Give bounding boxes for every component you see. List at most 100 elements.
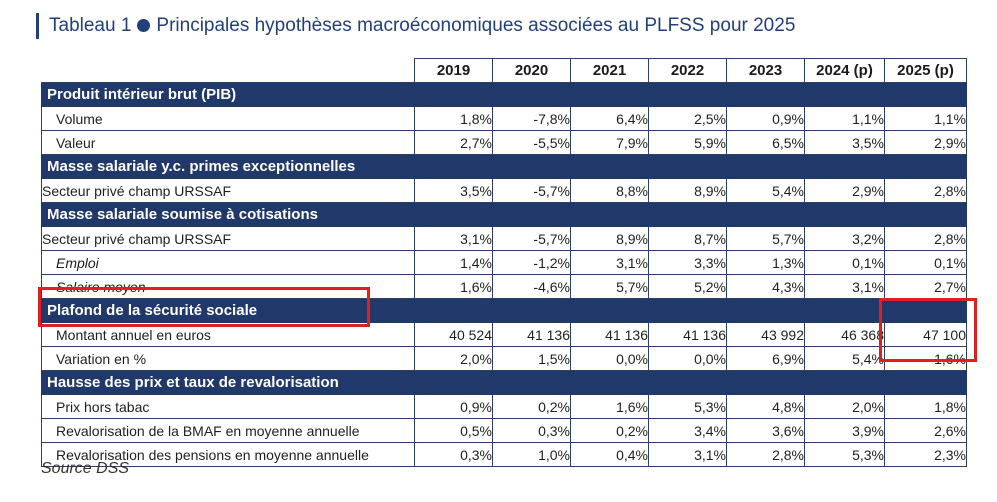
title-text: Tableau 1 Principales hypothèses macroéco…	[49, 15, 795, 37]
value-cell: 3,9%	[804, 418, 885, 443]
source-note: Source DSS	[41, 460, 130, 477]
value-cell: 6,9%	[726, 346, 805, 371]
value-cell: 5,7%	[726, 226, 805, 251]
title-main: Principales hypothèses macroéconomiques …	[156, 15, 796, 36]
value-cell: 3,6%	[726, 418, 805, 443]
value-cell: 46 368	[804, 322, 885, 347]
table-body: Produit intérieur brut (PIB) Volume 1,8% -7…	[41, 82, 967, 467]
value-cell: 0,4%	[570, 442, 649, 467]
value-cell: 5,4%	[726, 178, 805, 203]
row-label: Prix hors tabac	[41, 394, 415, 419]
value-cell: 40 524	[414, 322, 493, 347]
value-cell: 2,8%	[884, 178, 967, 203]
title-accent-bar	[36, 13, 39, 39]
value-cell: 5,4%	[804, 346, 885, 371]
section-title: Masse salariale soumise à cotisations	[41, 202, 967, 227]
table-row: Volume 1,8% -7,8% 6,4% 2,5% 0,9% 1,1% 1,1%	[41, 106, 967, 131]
value-cell: 1,1%	[804, 106, 885, 131]
row-label: Secteur privé champ URSSAF	[41, 178, 415, 203]
value-cell: 6,4%	[570, 106, 649, 131]
value-cell: 3,1%	[648, 442, 727, 467]
value-cell: 1,1%	[884, 106, 967, 131]
value-cell: 0,2%	[570, 418, 649, 443]
value-cell: 7,9%	[570, 130, 649, 155]
value-cell: 1,8%	[414, 106, 493, 131]
value-cell: 1,8%	[884, 394, 967, 419]
table-row: Salaire moyen 1,6% -4,6% 5,7% 5,2% 4,3% 3,1% 2,…	[41, 274, 967, 299]
value-cell: 6,5%	[726, 130, 805, 155]
value-cell: 1,4%	[414, 250, 493, 275]
column-header: 2022	[648, 58, 727, 83]
value-cell: -5,7%	[492, 178, 571, 203]
value-cell: 2,7%	[414, 130, 493, 155]
value-cell: 0,1%	[804, 250, 885, 275]
column-header: 2024 (p)	[804, 58, 885, 83]
value-cell: 41 136	[492, 322, 571, 347]
value-cell: 5,2%	[648, 274, 727, 299]
value-cell: 5,3%	[648, 394, 727, 419]
table-row: Secteur privé champ URSSAF 3,5% -5,7% 8,8% 8…	[41, 178, 967, 203]
value-cell: 2,0%	[414, 346, 493, 371]
section-title: Masse salariale y.c. primes exceptionnel…	[41, 154, 967, 179]
value-cell: 1,6%	[414, 274, 493, 299]
column-header: 2025 (p)	[884, 58, 967, 83]
value-cell: 5,7%	[570, 274, 649, 299]
value-cell: 3,4%	[648, 418, 727, 443]
row-label: Salaire moyen	[41, 274, 415, 299]
value-cell: 0,0%	[570, 346, 649, 371]
header-row: 2019 2020 2021 2022 2023 2024 (p) 2025 (p)	[41, 58, 967, 83]
value-cell: 1,6%	[570, 394, 649, 419]
value-cell: -7,8%	[492, 106, 571, 131]
value-cell: 3,1%	[804, 274, 885, 299]
value-cell: 2,9%	[884, 130, 967, 155]
section-header-row: Plafond de la sécurité sociale	[41, 298, 967, 323]
value-cell: 3,3%	[648, 250, 727, 275]
value-cell: 2,7%	[884, 274, 967, 299]
value-cell: 3,1%	[570, 250, 649, 275]
value-cell: 1,0%	[492, 442, 571, 467]
value-cell: 1,3%	[726, 250, 805, 275]
hypotheses-table: 2019 2020 2021 2022 2023 2024 (p) 2025 (p) Pro…	[41, 58, 967, 467]
value-cell: 2,8%	[884, 226, 967, 251]
table-title: Tableau 1 Principales hypothèses macroéco…	[36, 12, 795, 40]
value-cell: 8,9%	[570, 226, 649, 251]
value-cell: 5,9%	[648, 130, 727, 155]
value-cell: 3,1%	[414, 226, 493, 251]
bullet-dot-icon	[137, 19, 151, 32]
table-row: Revalorisation des pensions en moyenne a…	[41, 442, 967, 467]
table-row: Prix hors tabac 0,9% 0,2% 1,6% 5,3% 4,8% 2,0% 1…	[41, 394, 967, 419]
value-cell: 0,2%	[492, 394, 571, 419]
section-title: Hausse des prix et taux de revalorisatio…	[41, 370, 967, 395]
value-cell: 0,3%	[414, 442, 493, 467]
value-cell: 8,7%	[648, 226, 727, 251]
section-header-row: Masse salariale y.c. primes exceptionnel…	[41, 154, 967, 179]
value-cell: 2,5%	[648, 106, 727, 131]
value-cell: 2,0%	[804, 394, 885, 419]
row-label: Volume	[41, 106, 415, 131]
header-blank-cell	[41, 58, 415, 83]
section-header-row: Hausse des prix et taux de revalorisatio…	[41, 370, 967, 395]
value-cell: 4,3%	[726, 274, 805, 299]
column-header: 2023	[726, 58, 805, 83]
section-title: Plafond de la sécurité sociale	[41, 298, 967, 323]
column-header: 2019	[414, 58, 493, 83]
table-row: Valeur 2,7% -5,5% 7,9% 5,9% 6,5% 3,5% 2,9%	[41, 130, 967, 155]
value-cell: 3,2%	[804, 226, 885, 251]
title-prefix: Tableau 1	[49, 15, 132, 36]
value-cell: 8,9%	[648, 178, 727, 203]
column-header: 2021	[570, 58, 649, 83]
row-label: Emploi	[41, 250, 415, 275]
value-cell: 43 992	[726, 322, 805, 347]
value-cell: 2,8%	[726, 442, 805, 467]
value-cell: 47 100	[884, 322, 967, 347]
value-cell: 41 136	[570, 322, 649, 347]
value-cell: 0,1%	[884, 250, 967, 275]
value-cell: 0,5%	[414, 418, 493, 443]
row-label: Secteur privé champ URSSAF	[41, 226, 415, 251]
value-cell: -5,5%	[492, 130, 571, 155]
highlight-box-2025-values	[879, 298, 977, 362]
value-cell: 0,9%	[726, 106, 805, 131]
value-cell: 1,6%	[884, 346, 967, 371]
value-cell: 3,5%	[414, 178, 493, 203]
row-label: Revalorisation des pensions en moyenne a…	[41, 442, 415, 467]
